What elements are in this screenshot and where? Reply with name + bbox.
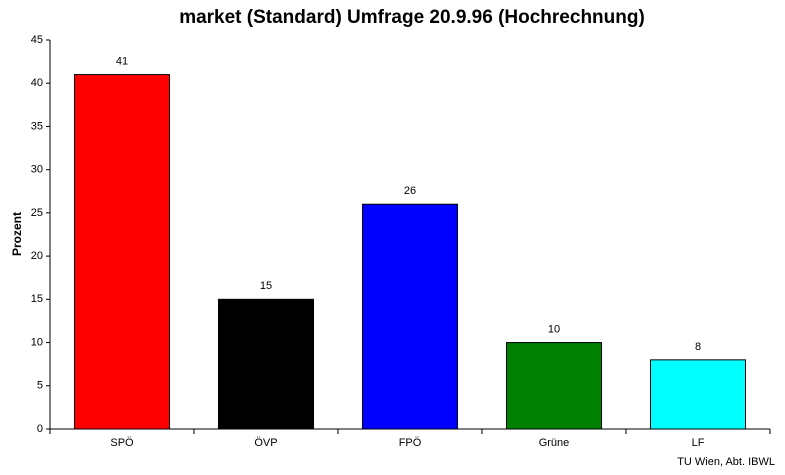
value-label: 26	[404, 185, 416, 197]
chart-title: market (Standard) Umfrage 20.9.96 (Hochr…	[179, 7, 645, 28]
bar	[361, 203, 459, 430]
value-label: 8	[695, 341, 701, 353]
y-tick-label: 5	[37, 380, 43, 392]
source-note: TU Wien, Abt. IBWL	[677, 456, 775, 468]
y-tick-label: 15	[31, 293, 43, 305]
y-tick-label: 35	[31, 120, 43, 132]
y-tick-label: 0	[37, 423, 43, 435]
bar	[73, 74, 171, 430]
y-tick-label: 20	[31, 250, 43, 262]
bar	[649, 359, 747, 430]
bar	[505, 342, 603, 430]
y-tick-label: 45	[31, 34, 43, 46]
bar	[217, 298, 315, 430]
y-tick-label: 30	[31, 164, 43, 176]
y-tick-label: 25	[31, 207, 43, 219]
y-tick-label: 40	[31, 77, 43, 89]
value-label: 41	[116, 55, 128, 67]
x-tick-label: LF	[692, 437, 705, 449]
x-tick-label: FPÖ	[399, 437, 422, 449]
x-tick-label: ÖVP	[254, 437, 277, 449]
x-tick-label: SPÖ	[110, 437, 134, 449]
y-tick-label: 10	[31, 336, 43, 348]
value-label: 15	[260, 280, 272, 292]
x-tick-label: Grüne	[539, 437, 570, 449]
value-label: 10	[548, 323, 560, 335]
y-axis-label: Prozent	[10, 212, 24, 256]
